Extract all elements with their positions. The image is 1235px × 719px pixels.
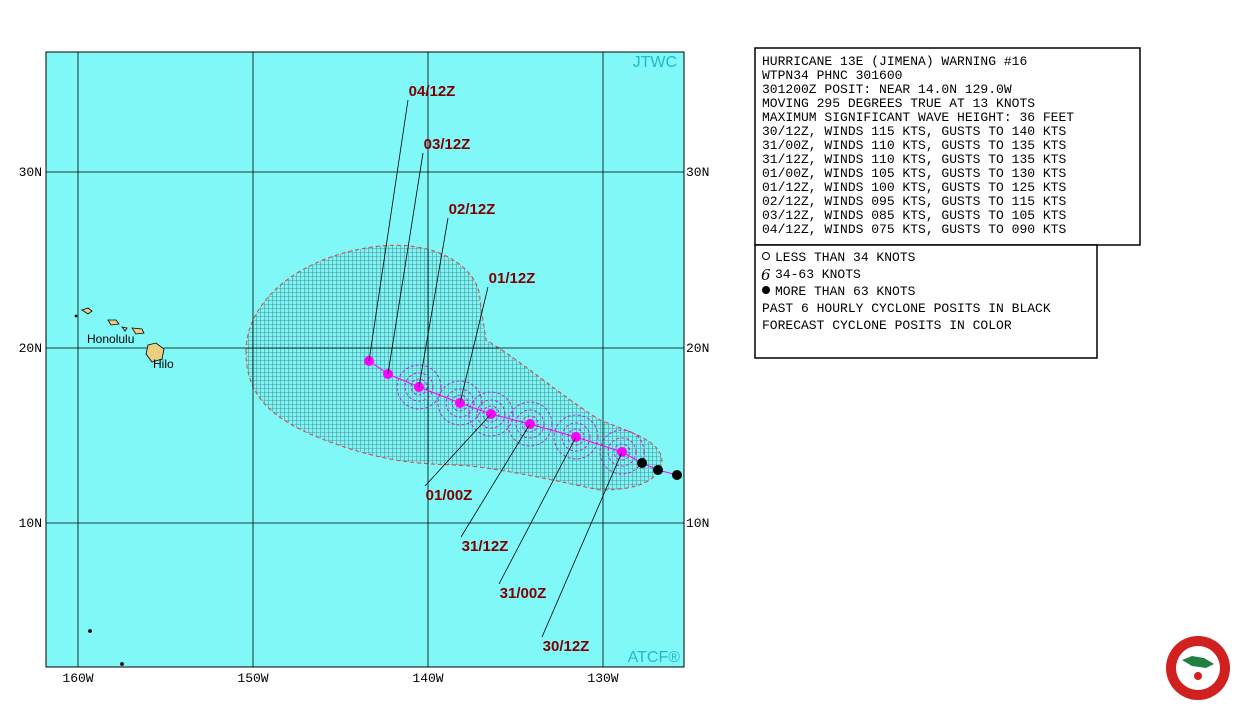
warning-line: HURRICANE 13E (JIMENA) WARNING #16 (762, 54, 1027, 69)
warning-line: 04/12Z, WINDS 075 KTS, GUSTS TO 090 KTS (762, 222, 1066, 237)
leader-line (459, 286, 489, 404)
forecast-label: 01/12Z (489, 270, 536, 287)
place-label: Honolulu (87, 332, 134, 346)
forecast-label: 30/12Z (543, 638, 590, 655)
lat-label: 20N (686, 341, 709, 356)
warning-box (754, 47, 1141, 246)
leader-line (418, 217, 449, 388)
wind-radius (404, 372, 434, 402)
wind-radius (507, 401, 553, 447)
place-label: Hilo (153, 357, 174, 371)
islands (74, 307, 165, 666)
wind-radius (521, 415, 539, 433)
past-position (637, 458, 647, 468)
past-position (653, 465, 663, 475)
warning-line: MOVING 295 DEGREES TRUE AT 13 KNOTS (762, 96, 1035, 111)
leader-line (387, 152, 424, 375)
warning-line: 01/12Z, WINDS 100 KTS, GUSTS TO 125 KTS (762, 180, 1066, 195)
map: Honolulu Hilo JTWC ATCF® 160W 150W 140W 130… (19, 51, 709, 686)
warning-line: 31/12Z, WINDS 110 KTS, GUSTS TO 135 KTS (762, 152, 1066, 167)
wind-radius (561, 422, 591, 452)
leader-line (460, 423, 531, 538)
forecast-label: 31/12Z (462, 538, 509, 555)
wind-radius (482, 405, 500, 423)
leader-line (368, 99, 409, 362)
forecast-label: 02/12Z (449, 201, 496, 218)
wind-radius (468, 391, 514, 437)
forecast-label: 04/12Z (409, 83, 456, 100)
warning-line: MAXIMUM SIGNIFICANT WAVE HEIGHT: 36 FEET (762, 110, 1074, 125)
wind-radius (607, 437, 637, 467)
warning-line: 01/00Z, WINDS 105 KTS, GUSTS TO 130 KTS (762, 166, 1066, 181)
legend-line: 34-63 KNOTS (775, 267, 861, 282)
warning-line: WTPN34 PHNC 301600 (762, 68, 902, 83)
wind-swath (245, 244, 663, 491)
wind-radius (396, 364, 442, 410)
legend-line: PAST 6 HOURLY CYCLONE POSITS IN BLACK (762, 301, 1051, 316)
legend-box: 6 (754, 244, 1098, 359)
lat-label: 10N (686, 516, 709, 531)
warning-line: 301200Z POSIT: NEAR 14.0N 129.0W (762, 82, 1012, 97)
wind-radius (515, 409, 545, 439)
svg-text:6: 6 (761, 266, 771, 284)
wind-radius (410, 378, 428, 396)
legend-line: MORE THAN 63 KNOTS (775, 284, 916, 299)
leader-line (424, 413, 492, 487)
logo (1166, 636, 1230, 700)
wind-radius (613, 443, 631, 461)
forecast-label: 01/00Z (426, 487, 473, 504)
lon-label: 150W (237, 671, 268, 686)
agency-label: JTWC (633, 54, 677, 71)
lon-label: 130W (587, 671, 618, 686)
wind-radius (599, 429, 645, 475)
past-position (672, 470, 682, 480)
lat-label: 10N (19, 516, 42, 531)
lon-label: 140W (412, 671, 443, 686)
lon-label: 160W (62, 671, 93, 686)
forecast-label: 03/12Z (424, 136, 471, 153)
lat-label: 30N (686, 165, 709, 180)
wind-radius (476, 399, 506, 429)
source-label: ATCF® (628, 649, 681, 666)
legend-line: FORECAST CYCLONE POSITS IN COLOR (762, 318, 1012, 333)
wind-radius (451, 394, 469, 412)
lat-label: 20N (19, 341, 42, 356)
warning-line: 02/12Z, WINDS 095 KTS, GUSTS TO 115 KTS (762, 194, 1066, 209)
warning-line: 31/00Z, WINDS 110 KTS, GUSTS TO 135 KTS (762, 138, 1066, 153)
wind-radius (445, 388, 475, 418)
wind-radius (553, 414, 599, 460)
wind-radius (567, 428, 585, 446)
legend-line: LESS THAN 34 KNOTS (775, 250, 916, 265)
warning-line: 30/12Z, WINDS 115 KTS, GUSTS TO 140 KTS (762, 124, 1066, 139)
forecast-label: 31/00Z (500, 585, 547, 602)
leader-line (498, 436, 577, 585)
warning-line: 03/12Z, WINDS 085 KTS, GUSTS TO 105 KTS (762, 208, 1066, 223)
leader-line (541, 451, 623, 638)
lat-label: 30N (19, 165, 42, 180)
